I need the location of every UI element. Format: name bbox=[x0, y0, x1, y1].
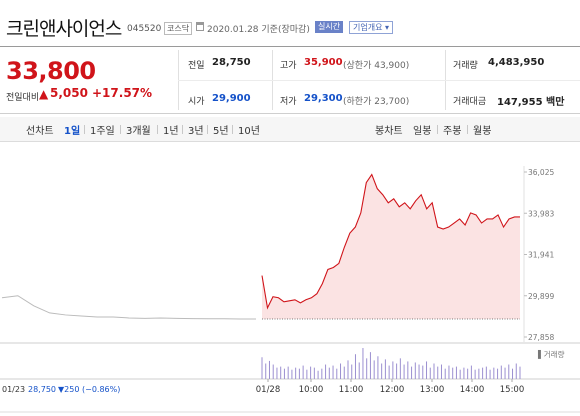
period-separator bbox=[232, 125, 233, 134]
chart-grid bbox=[0, 166, 580, 413]
period-5-years[interactable]: 5년 bbox=[213, 126, 229, 137]
prev-day-change: ▼250 bbox=[58, 385, 79, 394]
y-tick-label: 29,899 bbox=[528, 292, 554, 301]
x-tick-label: 14:00 bbox=[460, 385, 485, 395]
x-tick-label: 12:00 bbox=[380, 385, 405, 395]
x-axis-ticks: 01/28 10:00 11:00 12:00 13:00 14:00 15:00 bbox=[256, 385, 525, 395]
prev-day-percent: (−0.86%) bbox=[82, 385, 120, 394]
today-fill bbox=[262, 174, 520, 319]
high-label: 고가 bbox=[280, 61, 297, 71]
line-chart-label: 선차트 bbox=[26, 126, 54, 137]
change-label: 전일대비 bbox=[6, 93, 40, 103]
y-tick-label: 31,941 bbox=[528, 251, 554, 260]
prev-day-close: 28,750 bbox=[28, 385, 56, 394]
y-tick-label: 36,025 bbox=[528, 168, 554, 177]
summary-bottom-border bbox=[0, 113, 580, 114]
candle-chart-label: 봉차트 bbox=[375, 126, 403, 137]
prev-day-date: 01/23 bbox=[2, 385, 25, 394]
x-tick-label: 11:00 bbox=[339, 385, 364, 395]
volume-label: 거래량 bbox=[453, 61, 478, 71]
calendar-icon bbox=[196, 22, 204, 31]
period-separator bbox=[84, 125, 85, 134]
trading-value: 147,955 백만 bbox=[497, 97, 565, 108]
low-label: 저가 bbox=[280, 97, 297, 107]
x-tick-label: 01/28 bbox=[256, 385, 281, 395]
period-separator bbox=[437, 125, 438, 134]
today-line bbox=[261, 173, 520, 310]
upper-limit: (상한가 43,900) bbox=[343, 61, 410, 71]
quote-date-value: 2020.01.28 bbox=[207, 25, 259, 35]
company-info-button[interactable]: 기업개요 ▾ bbox=[349, 21, 393, 34]
candle-daily[interactable]: 일봉 bbox=[413, 126, 432, 137]
period-10-years[interactable]: 10년 bbox=[238, 126, 260, 137]
volume-value: 4,483,950 bbox=[488, 57, 545, 68]
stock-name: 크린앤사이언스 bbox=[6, 18, 122, 40]
y-axis-ticks: 36,025 33,983 31,941 29,899 27,858 bbox=[528, 168, 554, 342]
change-amount: 5,050 bbox=[50, 86, 88, 100]
prev-close-value: 28,750 bbox=[212, 57, 251, 68]
current-price: 33,800 bbox=[6, 57, 96, 85]
volume-label: ▌거래량 bbox=[537, 349, 565, 359]
y-tick-label: 33,983 bbox=[528, 209, 554, 218]
period-separator bbox=[157, 125, 158, 134]
candle-monthly[interactable]: 월봉 bbox=[473, 126, 492, 137]
x-tick-label: 15:00 bbox=[500, 385, 525, 395]
period-separator bbox=[120, 125, 121, 134]
period-3-months[interactable]: 3개월 bbox=[126, 126, 151, 137]
prev-day-line bbox=[1, 295, 256, 320]
stock-header: 크린앤사이언스 045520 코스닥 2020.01.28 기준(장마감) 실시… bbox=[0, 0, 580, 44]
period-separator bbox=[467, 125, 468, 134]
quote-date: 2020.01.28 기준(장마감) bbox=[207, 22, 310, 35]
realtime-button[interactable]: 실시간 bbox=[315, 21, 344, 33]
trading-value-label: 거래대금 bbox=[453, 97, 487, 107]
period-1-week[interactable]: 1주일 bbox=[90, 126, 115, 137]
stock-code: 045520 bbox=[127, 24, 162, 34]
summary-top-border bbox=[0, 46, 580, 47]
prev-day-summary: 01/23 28,750 ▼250 (−0.86%) bbox=[2, 385, 120, 394]
chart-fill bbox=[262, 174, 520, 319]
period-separator bbox=[207, 125, 208, 134]
price-chart[interactable]: 36,025 33,983 31,941 29,899 27,858 ▌거래량 01/2… bbox=[0, 142, 580, 416]
volume-bars: ▌거래량 bbox=[261, 348, 565, 379]
period-3-years[interactable]: 3년 bbox=[188, 126, 204, 137]
period-toolbar bbox=[0, 117, 580, 142]
prev-close-label: 전일 bbox=[188, 61, 205, 71]
summary-row-divider bbox=[178, 80, 580, 81]
candle-weekly[interactable]: 주봉 bbox=[443, 126, 462, 137]
low-value: 29,300 bbox=[304, 93, 343, 104]
up-arrow-icon: ▲ bbox=[39, 87, 49, 101]
y-tick-label: 27,858 bbox=[528, 333, 554, 342]
chart-lines bbox=[1, 173, 520, 320]
lower-limit: (하한가 23,700) bbox=[343, 97, 410, 107]
period-separator bbox=[182, 125, 183, 134]
period-1-day[interactable]: 1일 bbox=[64, 126, 81, 137]
x-tick-label: 13:00 bbox=[420, 385, 445, 395]
open-value: 29,900 bbox=[212, 93, 251, 104]
market-badge: 코스닥 bbox=[164, 22, 193, 35]
period-1-year[interactable]: 1년 bbox=[163, 126, 179, 137]
x-tick-label: 10:00 bbox=[299, 385, 324, 395]
change-percent: +17.57% bbox=[92, 86, 153, 100]
market-status: 기준(장마감) bbox=[261, 25, 310, 35]
open-label: 시가 bbox=[188, 97, 205, 107]
high-value: 35,900 bbox=[304, 57, 343, 68]
